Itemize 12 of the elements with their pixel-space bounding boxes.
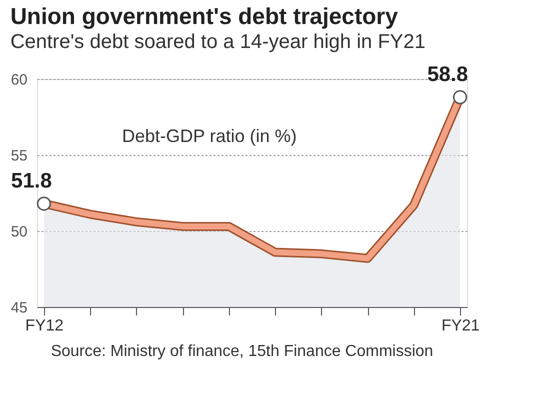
text: 51.8 — [11, 170, 52, 193]
x-tick-label: FY21 — [441, 318, 480, 334]
text: 58.8 — [427, 63, 468, 86]
chart-title: Union government's debt trajectory — [10, 3, 398, 30]
annotation: Debt-GDP ratio (in %) — [122, 126, 297, 146]
y-tick-label: 45 — [10, 300, 28, 316]
x-tick-label: FY12 — [25, 318, 64, 334]
y-tick-label: 50 — [10, 224, 28, 240]
chart-subtitle: Centre's debt soared to a 14-year high in FY21 — [10, 31, 426, 54]
source-note: Source: Ministry of finance, 15th Finance Commission — [50, 343, 434, 360]
y-tick-label: 60 — [10, 72, 28, 88]
y-tick-label: 55 — [10, 148, 28, 164]
